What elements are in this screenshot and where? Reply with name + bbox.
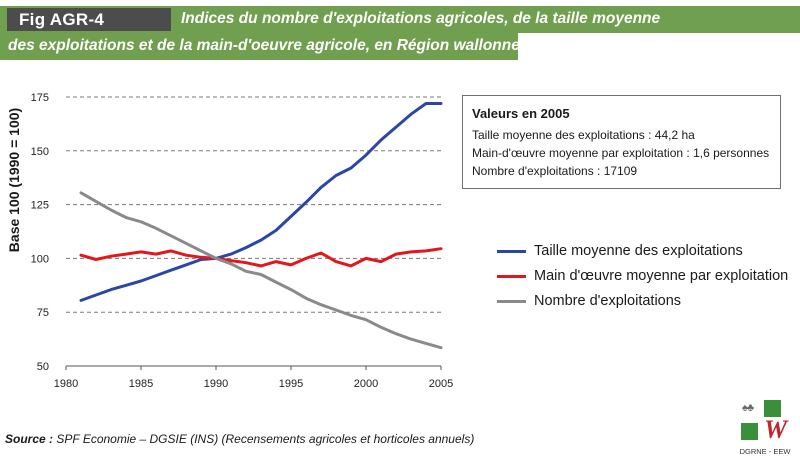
y-tick-label-125: 125 [31,200,49,212]
y-tick-label-50: 50 [37,361,49,373]
x-tick-label-2005: 2005 [429,378,453,390]
legend-swatch-main-oeuvre [497,275,526,278]
logo-caption: DGRNE - EEW [739,447,791,456]
x-tick-label-1990: 1990 [204,378,228,390]
y-tick-label-100: 100 [31,253,49,265]
logo-w-mark: W [764,415,788,444]
line-chart: 50 75 100 125 150 175 1980 1985 1990 1995 2000 2005 [31,92,454,390]
y-tick-label-75: 75 [37,307,49,319]
values-2005-line-nombre: Nombre d'exploitations : 17109 [472,164,638,178]
values-2005-line-taille: Taille moyenne des exploitations : 44,2 … [472,128,695,142]
y-tick-label-175: 175 [31,92,49,104]
figure-header: Fig AGR-4 Indices du nombre d'exploitati… [0,0,800,60]
values-2005-box: Valeurs en 2005 Taille moyenne des explo… [462,95,781,189]
series-line-taille [79,102,443,302]
logo-square-top [764,400,781,417]
y-tick-label-150: 150 [31,146,49,158]
banner-band-bottom [0,33,518,60]
values-2005-line-main-oeuvre: Main-d'œuvre moyenne par exploitation : … [472,146,770,160]
figure-title-line-1: Indices du nombre d'exploitations agrico… [181,10,661,27]
legend-label-nombre: Nombre d'exploitations [534,293,682,309]
values-2005-heading: Valeurs en 2005 [472,106,570,121]
figure-label: Fig AGR-4 [7,8,171,31]
legend-label-main-oeuvre: Main d'œuvre moyenne par exploitation [534,268,789,284]
x-tick-label-1980: 1980 [54,378,78,390]
source-label: Source : [5,432,54,446]
x-tick-label-1995: 1995 [279,378,303,390]
tools-icon: ♠♣ [742,402,754,414]
figure-title-line-2: des exploitations et de la main-d'oeuvre… [8,37,520,54]
legend-label-taille: Taille moyenne des exploitations [534,243,743,259]
x-tick-label-1985: 1985 [129,378,153,390]
logo-square-bottom [741,423,758,440]
x-tick-label-2000: 2000 [354,378,378,390]
source-note: Source : SPF Economie – DGSIE (INS) (Rec… [5,432,474,446]
dgrne-logo: ♠♣ W DGRNE - EEW [737,398,793,460]
series-line-nombre [79,191,443,350]
legend-swatch-nombre [497,300,526,303]
source-text: SPF Economie – DGSIE (INS) (Recensements… [56,432,475,446]
legend-swatch-taille [497,250,526,253]
series-line-main-oeuvre [79,247,443,268]
